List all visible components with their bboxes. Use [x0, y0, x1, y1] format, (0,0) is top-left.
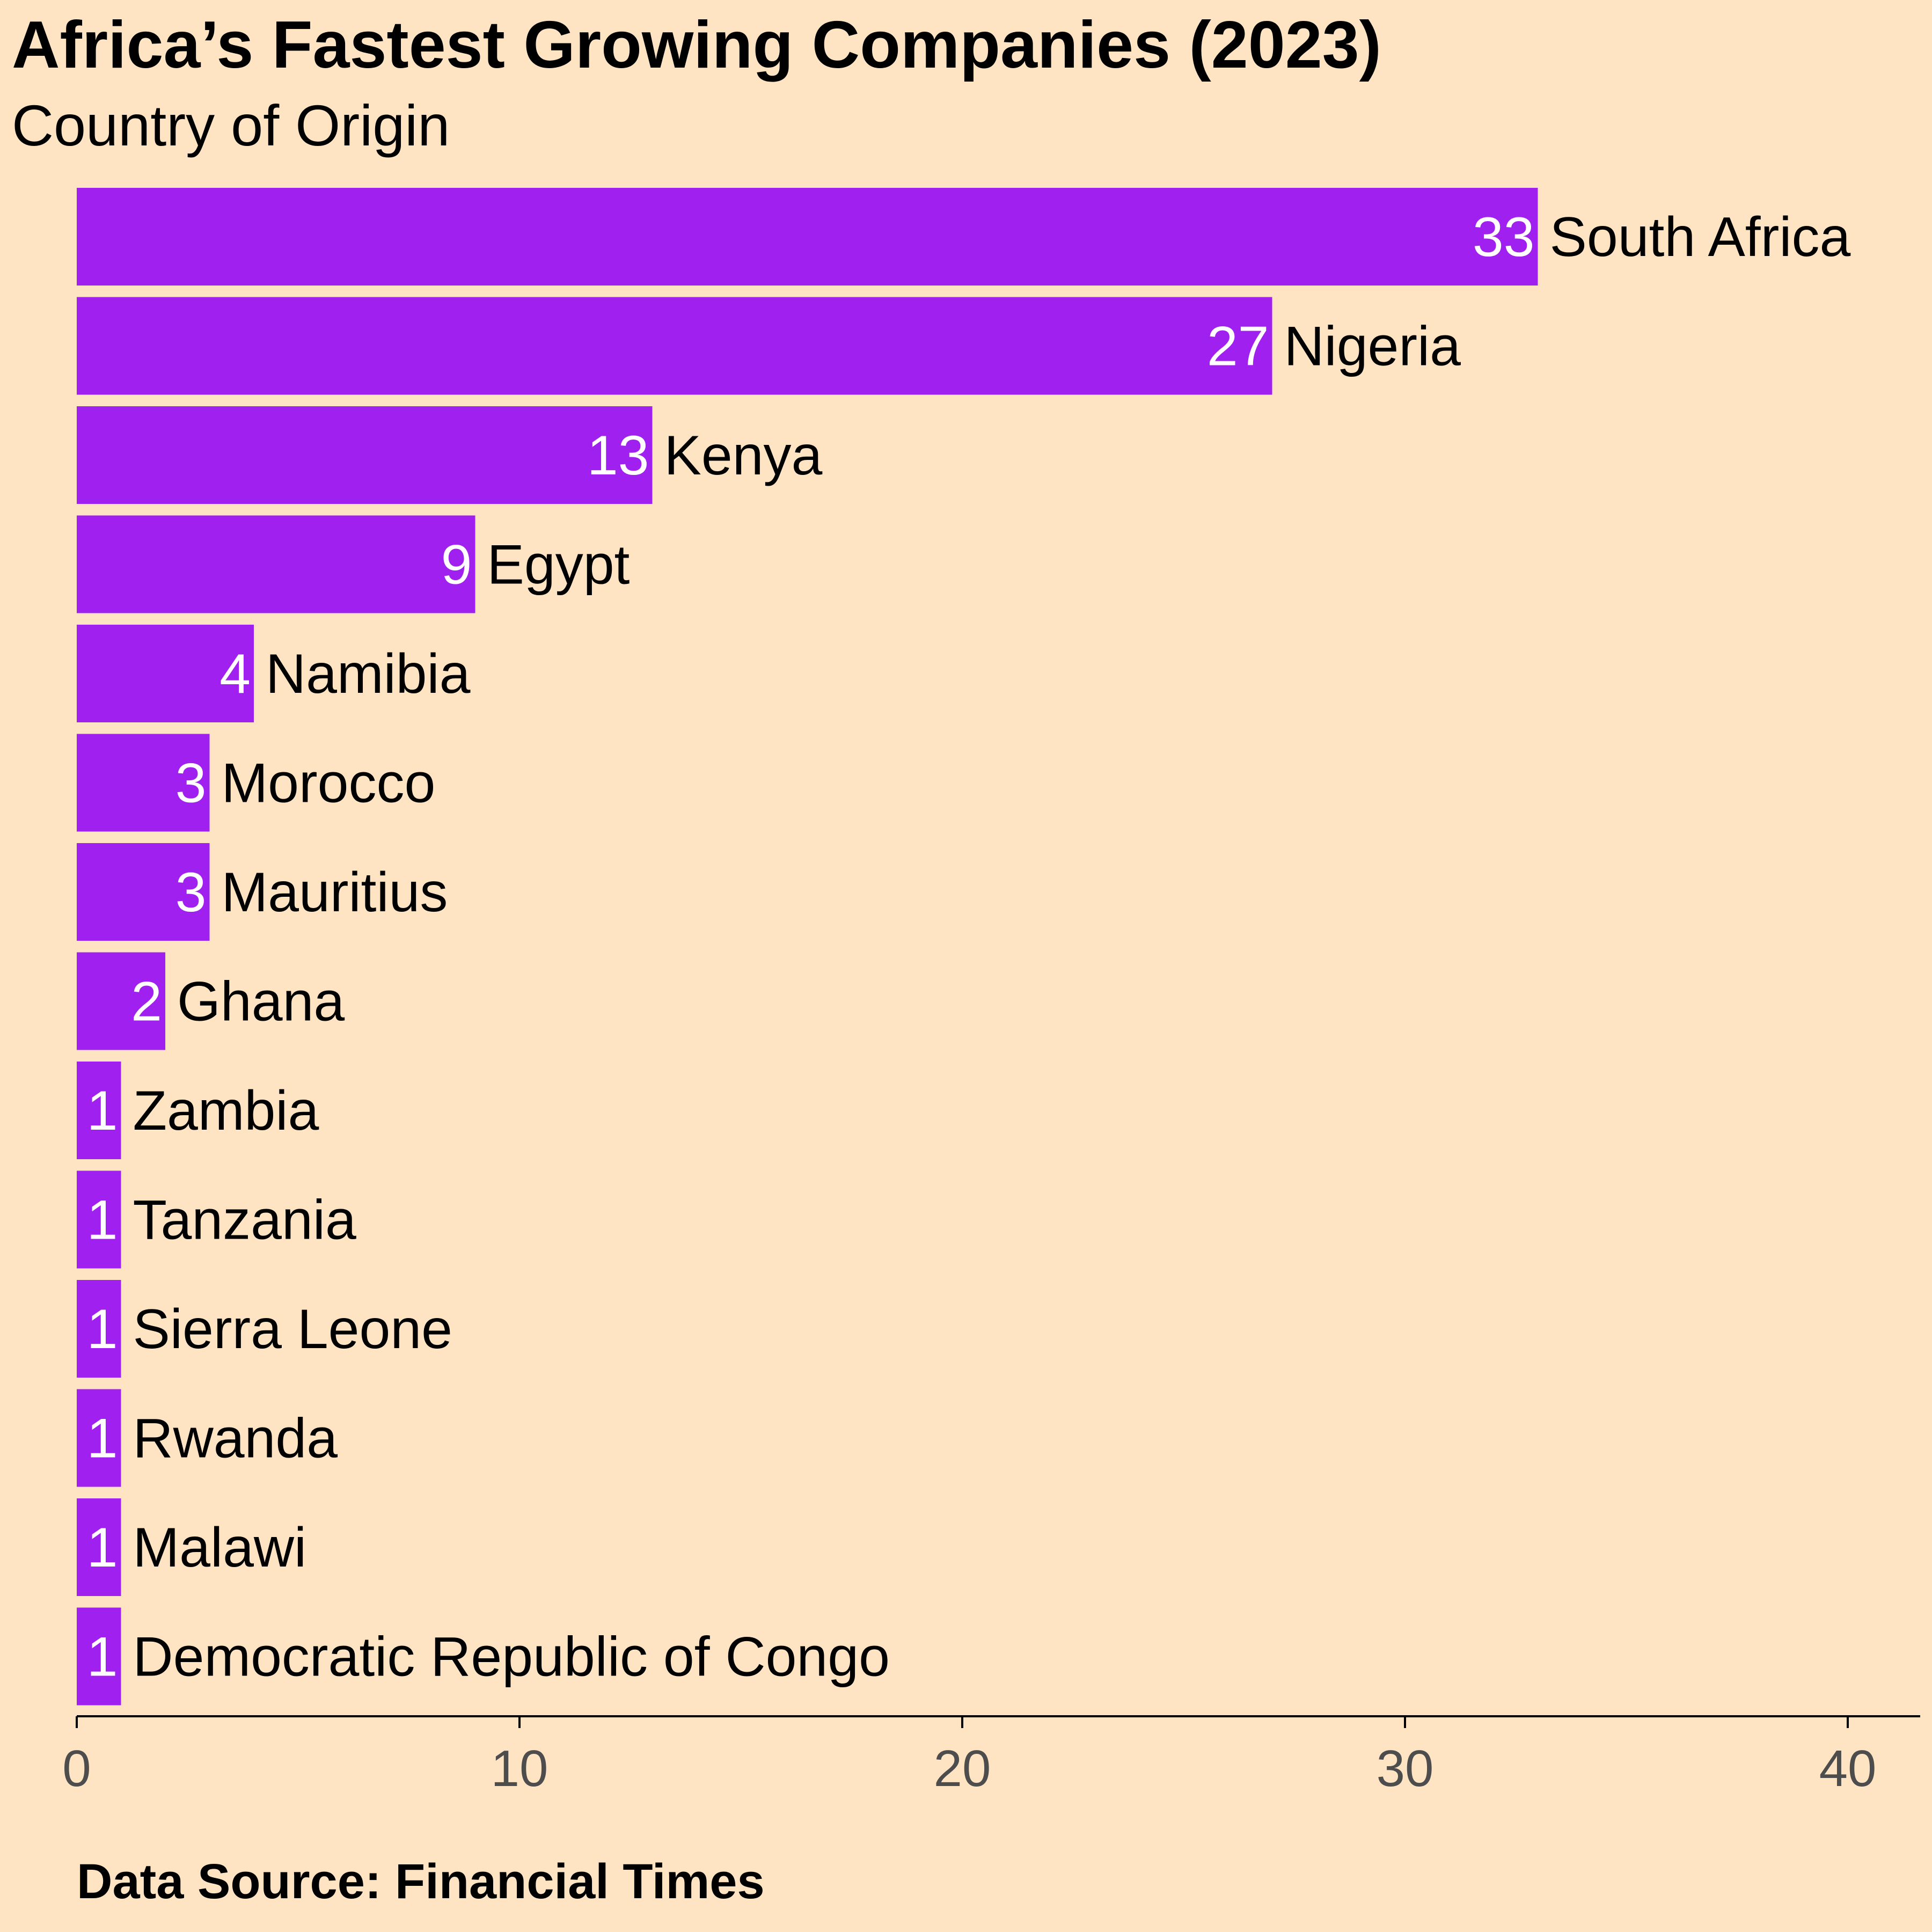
category-label-democratic-republic-of-congo: Democratic Republic of Congo — [133, 1626, 890, 1688]
value-label-tanzania: 1 — [87, 1189, 118, 1252]
category-label-kenya: Kenya — [664, 425, 823, 487]
bar-sierra-leone — [77, 1280, 121, 1378]
bar-malawi — [77, 1498, 121, 1596]
bar-nigeria — [77, 297, 1272, 395]
bar-egypt — [77, 515, 475, 613]
value-label-mauritius: 3 — [175, 861, 207, 924]
category-label-malawi: Malawi — [133, 1517, 307, 1579]
bar-kenya — [77, 406, 653, 504]
value-label-malawi: 1 — [87, 1517, 118, 1579]
bar-zambia — [77, 1062, 121, 1159]
value-label-namibia: 4 — [219, 643, 251, 705]
category-label-tanzania: Tanzania — [133, 1189, 356, 1252]
bar-south-africa — [77, 188, 1538, 286]
value-label-nigeria: 27 — [1207, 316, 1269, 378]
value-label-morocco: 3 — [175, 752, 207, 815]
category-label-ghana: Ghana — [177, 971, 345, 1033]
bar-democratic-republic-of-congo — [77, 1607, 121, 1706]
x-tick-label-40: 40 — [1819, 1740, 1877, 1797]
bar-namibia — [77, 625, 254, 722]
bar-tanzania — [77, 1170, 121, 1269]
x-tick-label-30: 30 — [1377, 1740, 1434, 1797]
category-label-rwanda: Rwanda — [133, 1408, 338, 1470]
value-label-egypt: 9 — [441, 534, 472, 596]
bar-mauritius — [77, 843, 210, 941]
category-label-egypt: Egypt — [487, 534, 630, 596]
category-label-zambia: Zambia — [133, 1080, 319, 1142]
value-label-democratic-republic-of-congo: 1 — [87, 1626, 118, 1688]
bars-layer — [77, 188, 1538, 1706]
category-label-mauritius: Mauritius — [222, 861, 448, 924]
x-tick-label-0: 0 — [62, 1740, 91, 1797]
x-axis: 0 10 20 30 40 — [62, 1715, 1920, 1797]
value-label-zambia: 1 — [87, 1080, 118, 1142]
value-label-ghana: 2 — [131, 971, 162, 1033]
bar-morocco — [77, 734, 210, 832]
value-label-rwanda: 1 — [87, 1408, 118, 1470]
x-tick-label-10: 10 — [491, 1740, 548, 1797]
value-label-kenya: 13 — [587, 425, 649, 487]
category-label-morocco: Morocco — [222, 752, 436, 815]
bar-rwanda — [77, 1389, 121, 1487]
value-label-sierra-leone: 1 — [87, 1298, 118, 1360]
category-label-nigeria: Nigeria — [1284, 316, 1461, 378]
chart-subtitle: Country of Origin — [12, 93, 450, 158]
category-label-sierra-leone: Sierra Leone — [133, 1298, 453, 1360]
chart-title: Africa’s Fastest Growing Companies (2023… — [12, 8, 1381, 82]
value-label-south-africa: 33 — [1473, 206, 1535, 268]
x-tick-label-20: 20 — [934, 1740, 991, 1797]
data-source-caption: Data Source: Financial Times — [77, 1854, 765, 1909]
bar-ghana — [77, 952, 165, 1050]
category-label-south-africa: South Africa — [1550, 206, 1851, 268]
category-label-namibia: Namibia — [266, 643, 471, 705]
